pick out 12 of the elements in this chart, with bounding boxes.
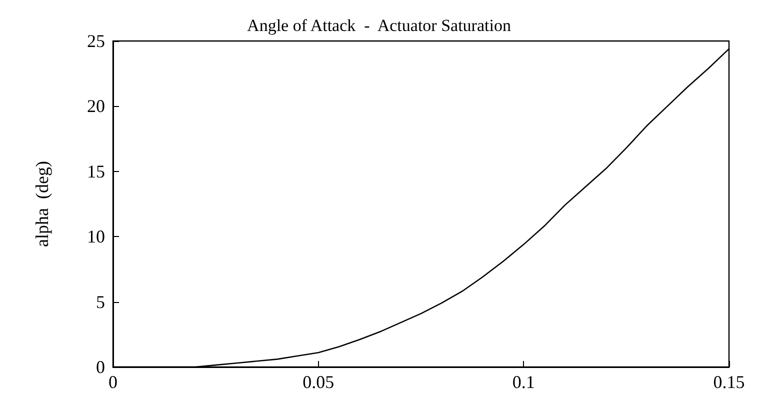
y-tick-label: 0 (96, 357, 105, 377)
chart-title: Angle of Attack - Actuator Saturation (247, 16, 512, 35)
y-tick-label: 5 (96, 292, 105, 312)
x-tick-label: 0.05 (302, 372, 334, 392)
y-tick-label: 15 (87, 161, 105, 182)
y-tick-label: 25 (87, 31, 105, 51)
x-tick-label: 0.1 (512, 372, 535, 392)
y-tick-label: 10 (87, 226, 105, 247)
y-axis-title: alpha (deg) (32, 161, 52, 247)
x-tick-label: 0 (108, 372, 118, 392)
y-tick-label: 20 (87, 96, 105, 116)
x-tick-label: 0.15 (713, 372, 745, 392)
